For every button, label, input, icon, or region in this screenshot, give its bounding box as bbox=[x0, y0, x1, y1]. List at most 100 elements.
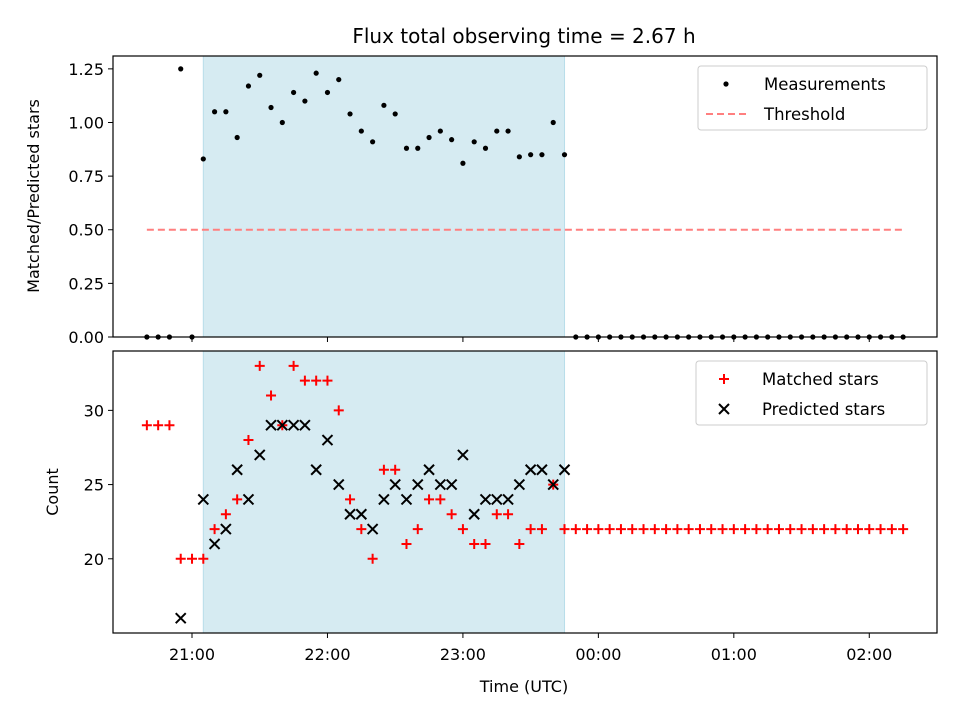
predicted-point bbox=[558, 464, 571, 476]
matched-point bbox=[141, 420, 152, 431]
measurement-point bbox=[370, 139, 376, 145]
y-tick-label: 25 bbox=[84, 476, 104, 495]
matched-point bbox=[536, 524, 547, 535]
measurement-point bbox=[200, 156, 206, 162]
shaded-observing-span bbox=[202, 55, 566, 338]
measurement-point bbox=[392, 111, 398, 117]
bottom-y-axis-title: Count bbox=[43, 468, 62, 516]
predicted-point bbox=[333, 478, 345, 491]
measurement-point bbox=[234, 134, 240, 141]
x-tick-label: 21:00 bbox=[169, 645, 215, 664]
top-panel: 0.00 0.25 0.50 0.75 1.00 1.25 Measurements Thre… bbox=[68, 55, 938, 347]
matched-point bbox=[175, 553, 186, 564]
predicted-point bbox=[479, 493, 492, 506]
bottom-panel: 20 25 30 21:00 22:00 23:00 00:00 01:00 02:00 Matc… bbox=[84, 350, 938, 664]
predicted-point bbox=[208, 538, 221, 550]
matched-point bbox=[187, 553, 198, 564]
measurement-point bbox=[336, 76, 342, 83]
legend-marker bbox=[723, 81, 729, 87]
legend-label: Measurements bbox=[764, 75, 886, 94]
predicted-point bbox=[220, 523, 232, 535]
legend-box bbox=[695, 360, 928, 426]
legend-box bbox=[697, 65, 928, 131]
matched-point bbox=[694, 524, 705, 535]
matched-point bbox=[796, 524, 807, 535]
legend: Matched stars Predicted stars bbox=[695, 360, 928, 426]
matched-point bbox=[728, 524, 739, 535]
measurement-point bbox=[268, 104, 274, 111]
matched-point bbox=[457, 524, 468, 535]
matched-point bbox=[830, 524, 841, 535]
measurement-point bbox=[460, 160, 466, 166]
measurement-point bbox=[505, 128, 511, 134]
matched-point bbox=[198, 553, 209, 564]
y-tick-label: 20 bbox=[84, 550, 104, 569]
measurement-point bbox=[437, 128, 443, 134]
measurement-point bbox=[223, 109, 229, 115]
matched-point bbox=[503, 509, 514, 520]
matched-point bbox=[412, 524, 423, 535]
matched-point bbox=[514, 538, 525, 549]
matched-point bbox=[333, 405, 344, 416]
legend: Measurements Threshold bbox=[697, 65, 928, 131]
matched-point bbox=[841, 524, 852, 535]
matched-point bbox=[390, 464, 401, 475]
measurement-point bbox=[279, 119, 285, 126]
matched-point bbox=[480, 538, 491, 549]
matched-point bbox=[672, 524, 683, 535]
legend-marker bbox=[719, 374, 729, 384]
matched-point bbox=[153, 420, 164, 431]
matched-point bbox=[661, 524, 672, 535]
measurement-point bbox=[178, 66, 184, 72]
predicted-point bbox=[276, 419, 289, 431]
predicted-point bbox=[389, 478, 401, 491]
matched-point bbox=[311, 375, 322, 386]
predicted-point bbox=[536, 464, 548, 476]
measurement-point bbox=[539, 152, 545, 158]
predicted-point bbox=[524, 464, 537, 476]
x-tick-label: 01:00 bbox=[711, 645, 757, 664]
matched-point bbox=[740, 524, 751, 535]
matched-point bbox=[220, 509, 231, 520]
matched-point bbox=[604, 524, 615, 535]
legend-label: Threshold bbox=[763, 105, 845, 124]
matched-point bbox=[401, 538, 412, 549]
x-tick-label: 23:00 bbox=[440, 645, 486, 664]
matched-point bbox=[299, 375, 310, 386]
matched-point bbox=[435, 494, 446, 505]
matched-point bbox=[898, 524, 909, 535]
predicted-point bbox=[423, 464, 435, 476]
predicted-point bbox=[254, 449, 266, 461]
measurement-point bbox=[245, 83, 252, 89]
measurement-point bbox=[550, 119, 556, 126]
matched-point bbox=[164, 420, 175, 431]
matched-point bbox=[582, 524, 593, 535]
matched-point bbox=[559, 524, 570, 535]
y-tick-label: 30 bbox=[84, 401, 104, 420]
measurement-point bbox=[381, 102, 387, 108]
series-matched-stars bbox=[141, 360, 909, 564]
predicted-point bbox=[265, 419, 277, 431]
predicted-point bbox=[242, 493, 255, 506]
measurement-point bbox=[403, 145, 410, 151]
legend-label: Predicted stars bbox=[762, 400, 885, 419]
predicted-point bbox=[513, 478, 526, 491]
matched-point bbox=[424, 494, 435, 505]
matched-point bbox=[288, 360, 299, 371]
predicted-point bbox=[457, 449, 469, 461]
predicted-point bbox=[321, 434, 334, 446]
predicted-point bbox=[344, 508, 356, 520]
matched-point bbox=[491, 509, 502, 520]
matched-point bbox=[243, 435, 254, 446]
predicted-point bbox=[231, 464, 243, 476]
matched-point bbox=[209, 524, 220, 535]
predicted-point bbox=[400, 493, 413, 506]
matched-point bbox=[356, 524, 367, 535]
matched-point bbox=[762, 524, 773, 535]
predicted-point bbox=[434, 478, 447, 491]
measurement-point bbox=[426, 134, 432, 141]
measurement-point bbox=[324, 89, 331, 96]
matched-point bbox=[322, 375, 333, 386]
legend-label: Matched stars bbox=[762, 370, 879, 389]
